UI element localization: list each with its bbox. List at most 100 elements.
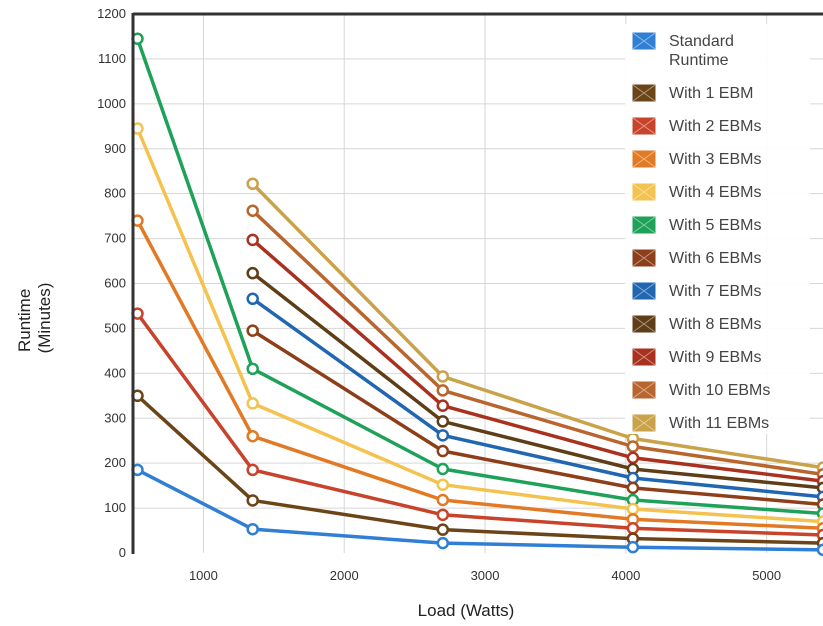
data-point[interactable]	[436, 399, 450, 412]
data-point[interactable]	[436, 523, 450, 536]
series-layer	[131, 32, 823, 557]
series-with-4-ebms	[131, 122, 823, 528]
legend-swatch-sheen	[632, 315, 656, 333]
series-line	[250, 297, 823, 499]
legend-item[interactable]: With 8 EBMs	[631, 314, 761, 334]
legend-swatch-sheen	[632, 348, 656, 366]
data-point[interactable]	[436, 462, 450, 476]
series-line	[250, 238, 823, 483]
data-point[interactable]	[626, 451, 640, 465]
legend-item[interactable]: With 7 EBMs	[631, 281, 761, 301]
data-point[interactable]	[246, 292, 259, 306]
legend-swatch	[631, 149, 657, 169]
legend-label: With 10 EBMs	[669, 382, 770, 399]
legend-swatch	[631, 83, 657, 103]
legend-swatch	[631, 380, 657, 400]
y-tick-label: 100	[104, 500, 126, 515]
y-axis-title-line-1: Runtime	[15, 289, 34, 352]
legend-item[interactable]: With 3 EBMs	[631, 149, 761, 169]
data-point[interactable]	[246, 362, 259, 376]
y-tick-label: 1000	[97, 96, 126, 111]
data-point[interactable]	[816, 498, 823, 511]
data-point[interactable]	[626, 502, 640, 516]
legend-swatch	[631, 248, 657, 268]
data-point[interactable]	[246, 324, 259, 337]
y-axis-title: Runtime (Minutes)	[15, 283, 54, 354]
y-tick-label: 500	[104, 320, 126, 335]
data-point[interactable]	[626, 540, 640, 554]
data-point[interactable]	[436, 415, 450, 428]
data-point[interactable]	[816, 481, 823, 495]
legend-swatch-sheen	[632, 183, 656, 201]
legend-item[interactable]: With 2 EBMs	[631, 116, 761, 136]
data-point[interactable]	[626, 471, 640, 485]
y-tick-label: 600	[104, 276, 126, 291]
legend-swatch-sheen	[632, 216, 656, 234]
legend-label: With 5 EBMs	[669, 217, 761, 234]
data-point[interactable]	[246, 429, 259, 443]
data-point[interactable]	[246, 204, 259, 217]
legend-swatch	[631, 182, 657, 202]
data-point[interactable]	[436, 478, 450, 491]
legend-swatch	[631, 413, 657, 433]
legend-item[interactable]: With 5 EBMs	[631, 215, 761, 235]
y-tick-label: 900	[104, 141, 126, 156]
data-point[interactable]	[246, 177, 259, 191]
tick-labels: 0 100 200 300 400 500 600 700 800 900 1000 1100 1200…	[97, 6, 781, 583]
legend-label: With 3 EBMs	[669, 151, 761, 168]
x-tick-label: 4000	[611, 568, 640, 583]
legend-item[interactable]: With 6 EBMs	[631, 248, 761, 268]
legend-label: With 6 EBMs	[669, 250, 761, 267]
data-point[interactable]	[246, 522, 259, 536]
data-point[interactable]	[626, 522, 640, 535]
legend-item[interactable]: Standard Runtime	[631, 31, 734, 69]
data-point[interactable]	[626, 481, 640, 495]
data-point[interactable]	[816, 543, 823, 557]
data-point[interactable]	[436, 444, 450, 458]
data-point[interactable]	[436, 536, 450, 550]
data-point[interactable]	[436, 384, 450, 397]
legend-item[interactable]: With 1 EBM	[631, 83, 753, 103]
data-point[interactable]	[626, 440, 640, 453]
y-tick-label: 800	[104, 186, 126, 201]
series-with-10-ebms	[246, 204, 823, 481]
series-with-2-ebms	[131, 307, 823, 542]
data-point[interactable]	[246, 266, 259, 280]
data-point[interactable]	[436, 508, 450, 522]
y-tick-label: 300	[104, 410, 126, 425]
legend-swatch	[631, 31, 657, 51]
data-point[interactable]	[246, 494, 259, 507]
legend-swatch-sheen	[632, 414, 656, 432]
legend-item[interactable]: With 9 EBMs	[631, 347, 761, 367]
y-axis-title-line-2: (Minutes)	[35, 283, 54, 354]
legend: Standard Runtime With 1 EBM With 2 EBMs With…	[625, 24, 810, 434]
legend-label: With 11 EBMs	[669, 415, 769, 432]
data-point[interactable]	[246, 233, 259, 247]
legend-swatch	[631, 314, 657, 334]
series-line	[250, 271, 823, 490]
y-tick-label: 700	[104, 231, 126, 246]
series-with-1-ebm	[131, 389, 823, 550]
data-point[interactable]	[246, 397, 259, 410]
x-tick-label: 2000	[330, 568, 359, 583]
legend-item[interactable]: With 4 EBMs	[631, 182, 761, 202]
legend-swatch-sheen	[632, 282, 656, 300]
legend-label: Runtime	[669, 52, 729, 69]
legend-item[interactable]: With 10 EBMs	[631, 380, 770, 400]
legend-label: With 7 EBMs	[669, 283, 761, 300]
data-point[interactable]	[246, 463, 259, 477]
x-tick-label: 3000	[471, 568, 500, 583]
y-tick-label: 0	[119, 545, 126, 560]
legend-label: With 2 EBMs	[669, 118, 761, 135]
legend-label: With 4 EBMs	[669, 184, 761, 201]
data-point[interactable]	[436, 429, 450, 442]
legend-swatch	[631, 215, 657, 235]
series-line	[250, 208, 823, 477]
series-with-3-ebms	[131, 214, 823, 535]
data-point[interactable]	[436, 493, 450, 507]
legend-swatch-sheen	[632, 84, 656, 102]
series-with-7-ebms	[246, 292, 823, 504]
legend-item[interactable]: With 11 EBMs	[631, 413, 769, 433]
x-tick-label: 5000	[752, 568, 781, 583]
data-point[interactable]	[436, 370, 450, 383]
